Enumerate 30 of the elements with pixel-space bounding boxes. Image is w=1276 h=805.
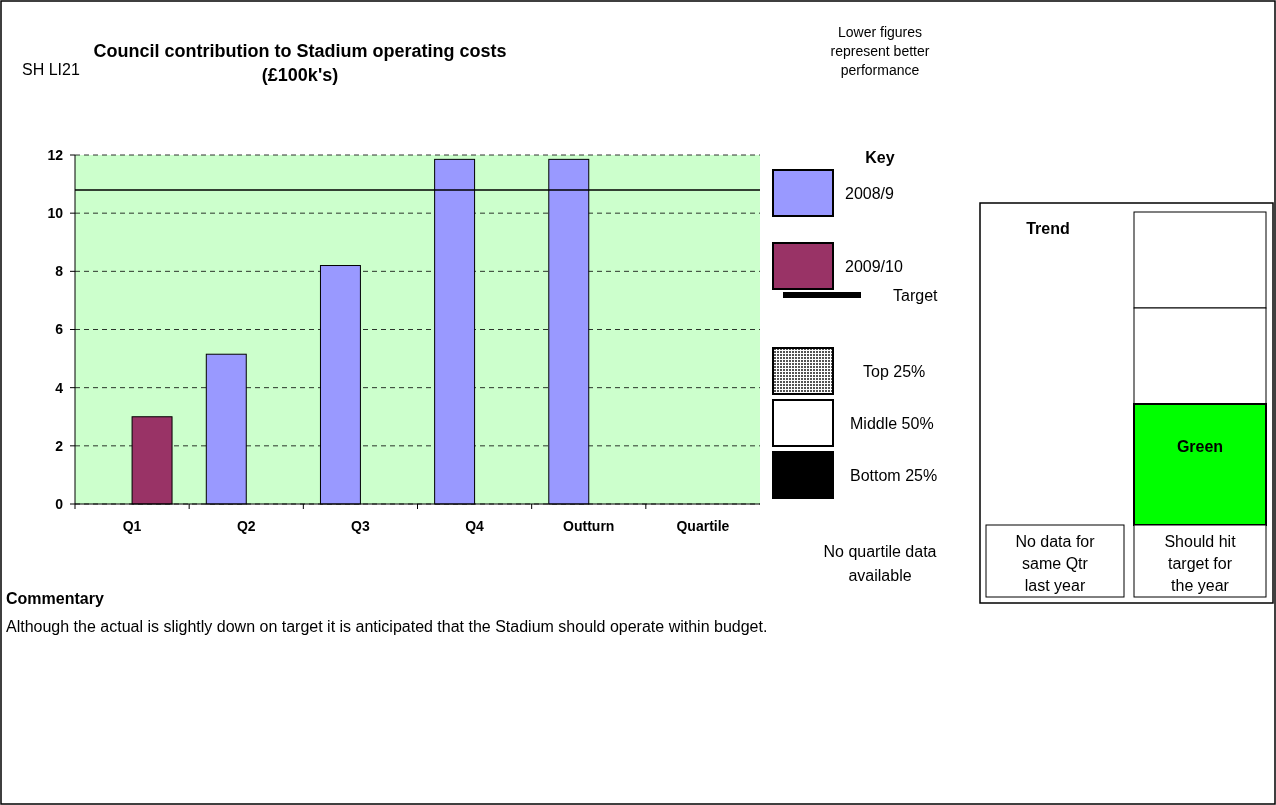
text: Key: [865, 149, 895, 166]
x-tick-label: Q1: [122, 518, 142, 534]
x-tick-label: Quartile: [676, 518, 730, 534]
x-tick-label: Q4: [465, 518, 485, 534]
x-tick-label: Q2: [236, 518, 256, 534]
text: 2009/10: [845, 257, 903, 275]
text: Top 25%: [863, 362, 926, 380]
legend-label: Target: [893, 286, 939, 304]
text: Should hit target for the year: [1164, 533, 1237, 594]
text: SH LI21: [22, 61, 80, 78]
y-tick-label: 6: [55, 321, 64, 338]
text: Lower figures represent better performance: [830, 24, 930, 78]
x-tick-label: Q3: [351, 518, 370, 534]
text: Although the actual is slightly down on target it is anticipated that the Stadium should operate within budget.: [6, 618, 768, 635]
text: 2008/9: [845, 184, 895, 202]
y-tick-label: 10: [47, 205, 64, 222]
y-tick-label: 12: [47, 146, 64, 163]
y-tick-label: 2: [55, 437, 64, 454]
text: Green: [1176, 438, 1224, 455]
text: Middle 50%: [850, 414, 934, 432]
text: Bottom 25%: [850, 466, 938, 484]
y-tick-label: 4: [55, 379, 64, 396]
y-tick-label: 8: [55, 263, 64, 280]
text: Trend: [1026, 220, 1070, 237]
y-tick-label: 0: [55, 495, 64, 512]
x-tick-label: Outturn: [563, 518, 615, 534]
text: No data for same Qtr last year: [1015, 533, 1096, 594]
chart-title: Council contribution to Stadium operating costs (£100k's): [93, 41, 507, 85]
text: No quartile data available: [823, 543, 937, 584]
text: Commentary: [6, 590, 104, 607]
